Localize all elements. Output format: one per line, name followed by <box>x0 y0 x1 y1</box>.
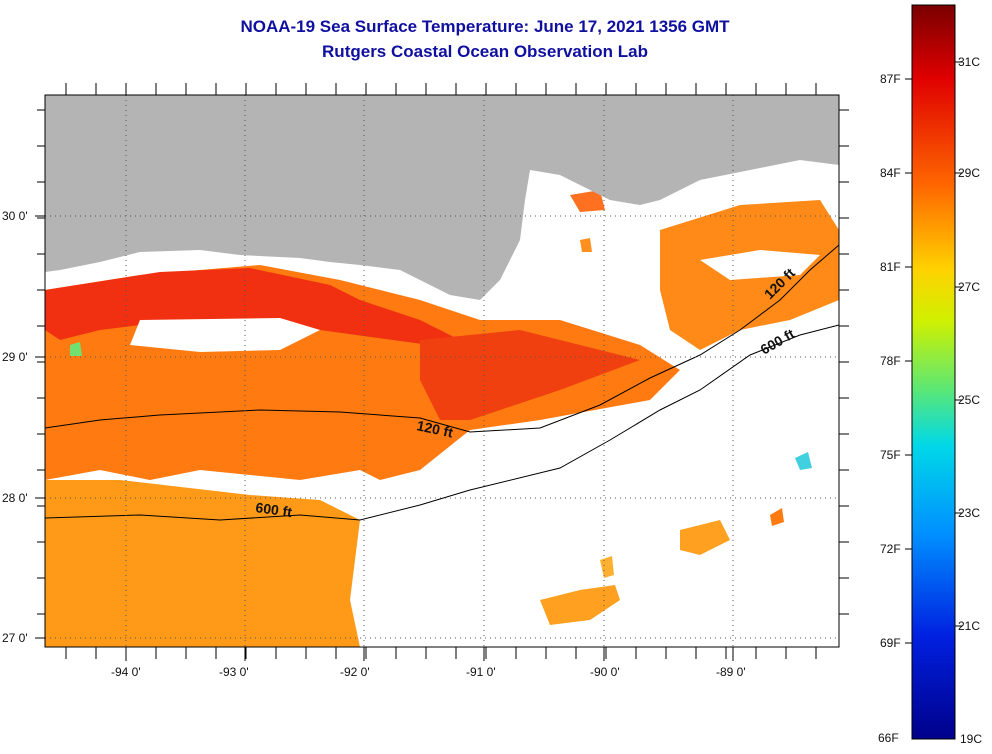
colorbar-label-c: 19C <box>960 732 983 746</box>
colorbar-label-c: 27C <box>958 280 981 294</box>
map-area <box>45 95 839 647</box>
colorbar-ticks <box>905 61 962 644</box>
colorbar-label-c: 31C <box>958 55 981 69</box>
map-frame <box>44 94 840 648</box>
map-title: NOAA-19 Sea Surface Temperature: June 17… <box>240 17 730 36</box>
colorbar-label-f: 72F <box>880 542 901 556</box>
x-axis-labels: -94 0' -93 0' -92 0' -91 0' -90 0' -89 0… <box>111 665 746 679</box>
axis-ticks <box>35 83 849 661</box>
colorbar-label-f: 78F <box>880 354 901 368</box>
colorbar <box>911 4 956 740</box>
colorbar-label-c: 21C <box>958 619 981 633</box>
y-tick-label: 30 0' <box>2 209 28 223</box>
depth-contours <box>45 244 839 521</box>
contour-label-600ft-west: 600 ft <box>255 499 294 520</box>
y-tick-label: 28 0' <box>2 491 28 505</box>
colorbar-label-f: 66F <box>878 731 899 745</box>
x-tick-label: -91 0' <box>466 665 496 679</box>
colorbar-label-c: 25C <box>958 393 981 407</box>
x-tick-label: -89 0' <box>716 665 746 679</box>
colorbar-label-f: 84F <box>880 166 901 180</box>
y-axis-labels: 30 0' 29 0' 28 0' 27 0' <box>2 209 28 645</box>
map-grid <box>45 95 839 647</box>
x-tick-label: -90 0' <box>590 665 620 679</box>
land-mass <box>45 95 839 300</box>
x-tick-label: -94 0' <box>111 665 141 679</box>
sst-swaths <box>45 190 839 647</box>
y-tick-label: 27 0' <box>2 631 28 645</box>
colorbar-label-f: 87F <box>880 72 901 86</box>
contour-label-120ft-west: 120 ft <box>415 417 454 440</box>
y-tick-label: 29 0' <box>2 350 28 364</box>
x-tick-label: -92 0' <box>340 665 370 679</box>
colorbar-label-f: 81F <box>880 260 901 274</box>
x-tick-label: -93 0' <box>219 665 249 679</box>
colorbar-label-f: 69F <box>880 636 901 650</box>
colorbar-label-f: 75F <box>880 448 901 462</box>
colorbar-label-c: 23C <box>958 506 981 520</box>
map-subtitle: Rutgers Coastal Ocean Observation Lab <box>322 42 648 61</box>
colorbar-label-c: 29C <box>958 166 981 180</box>
